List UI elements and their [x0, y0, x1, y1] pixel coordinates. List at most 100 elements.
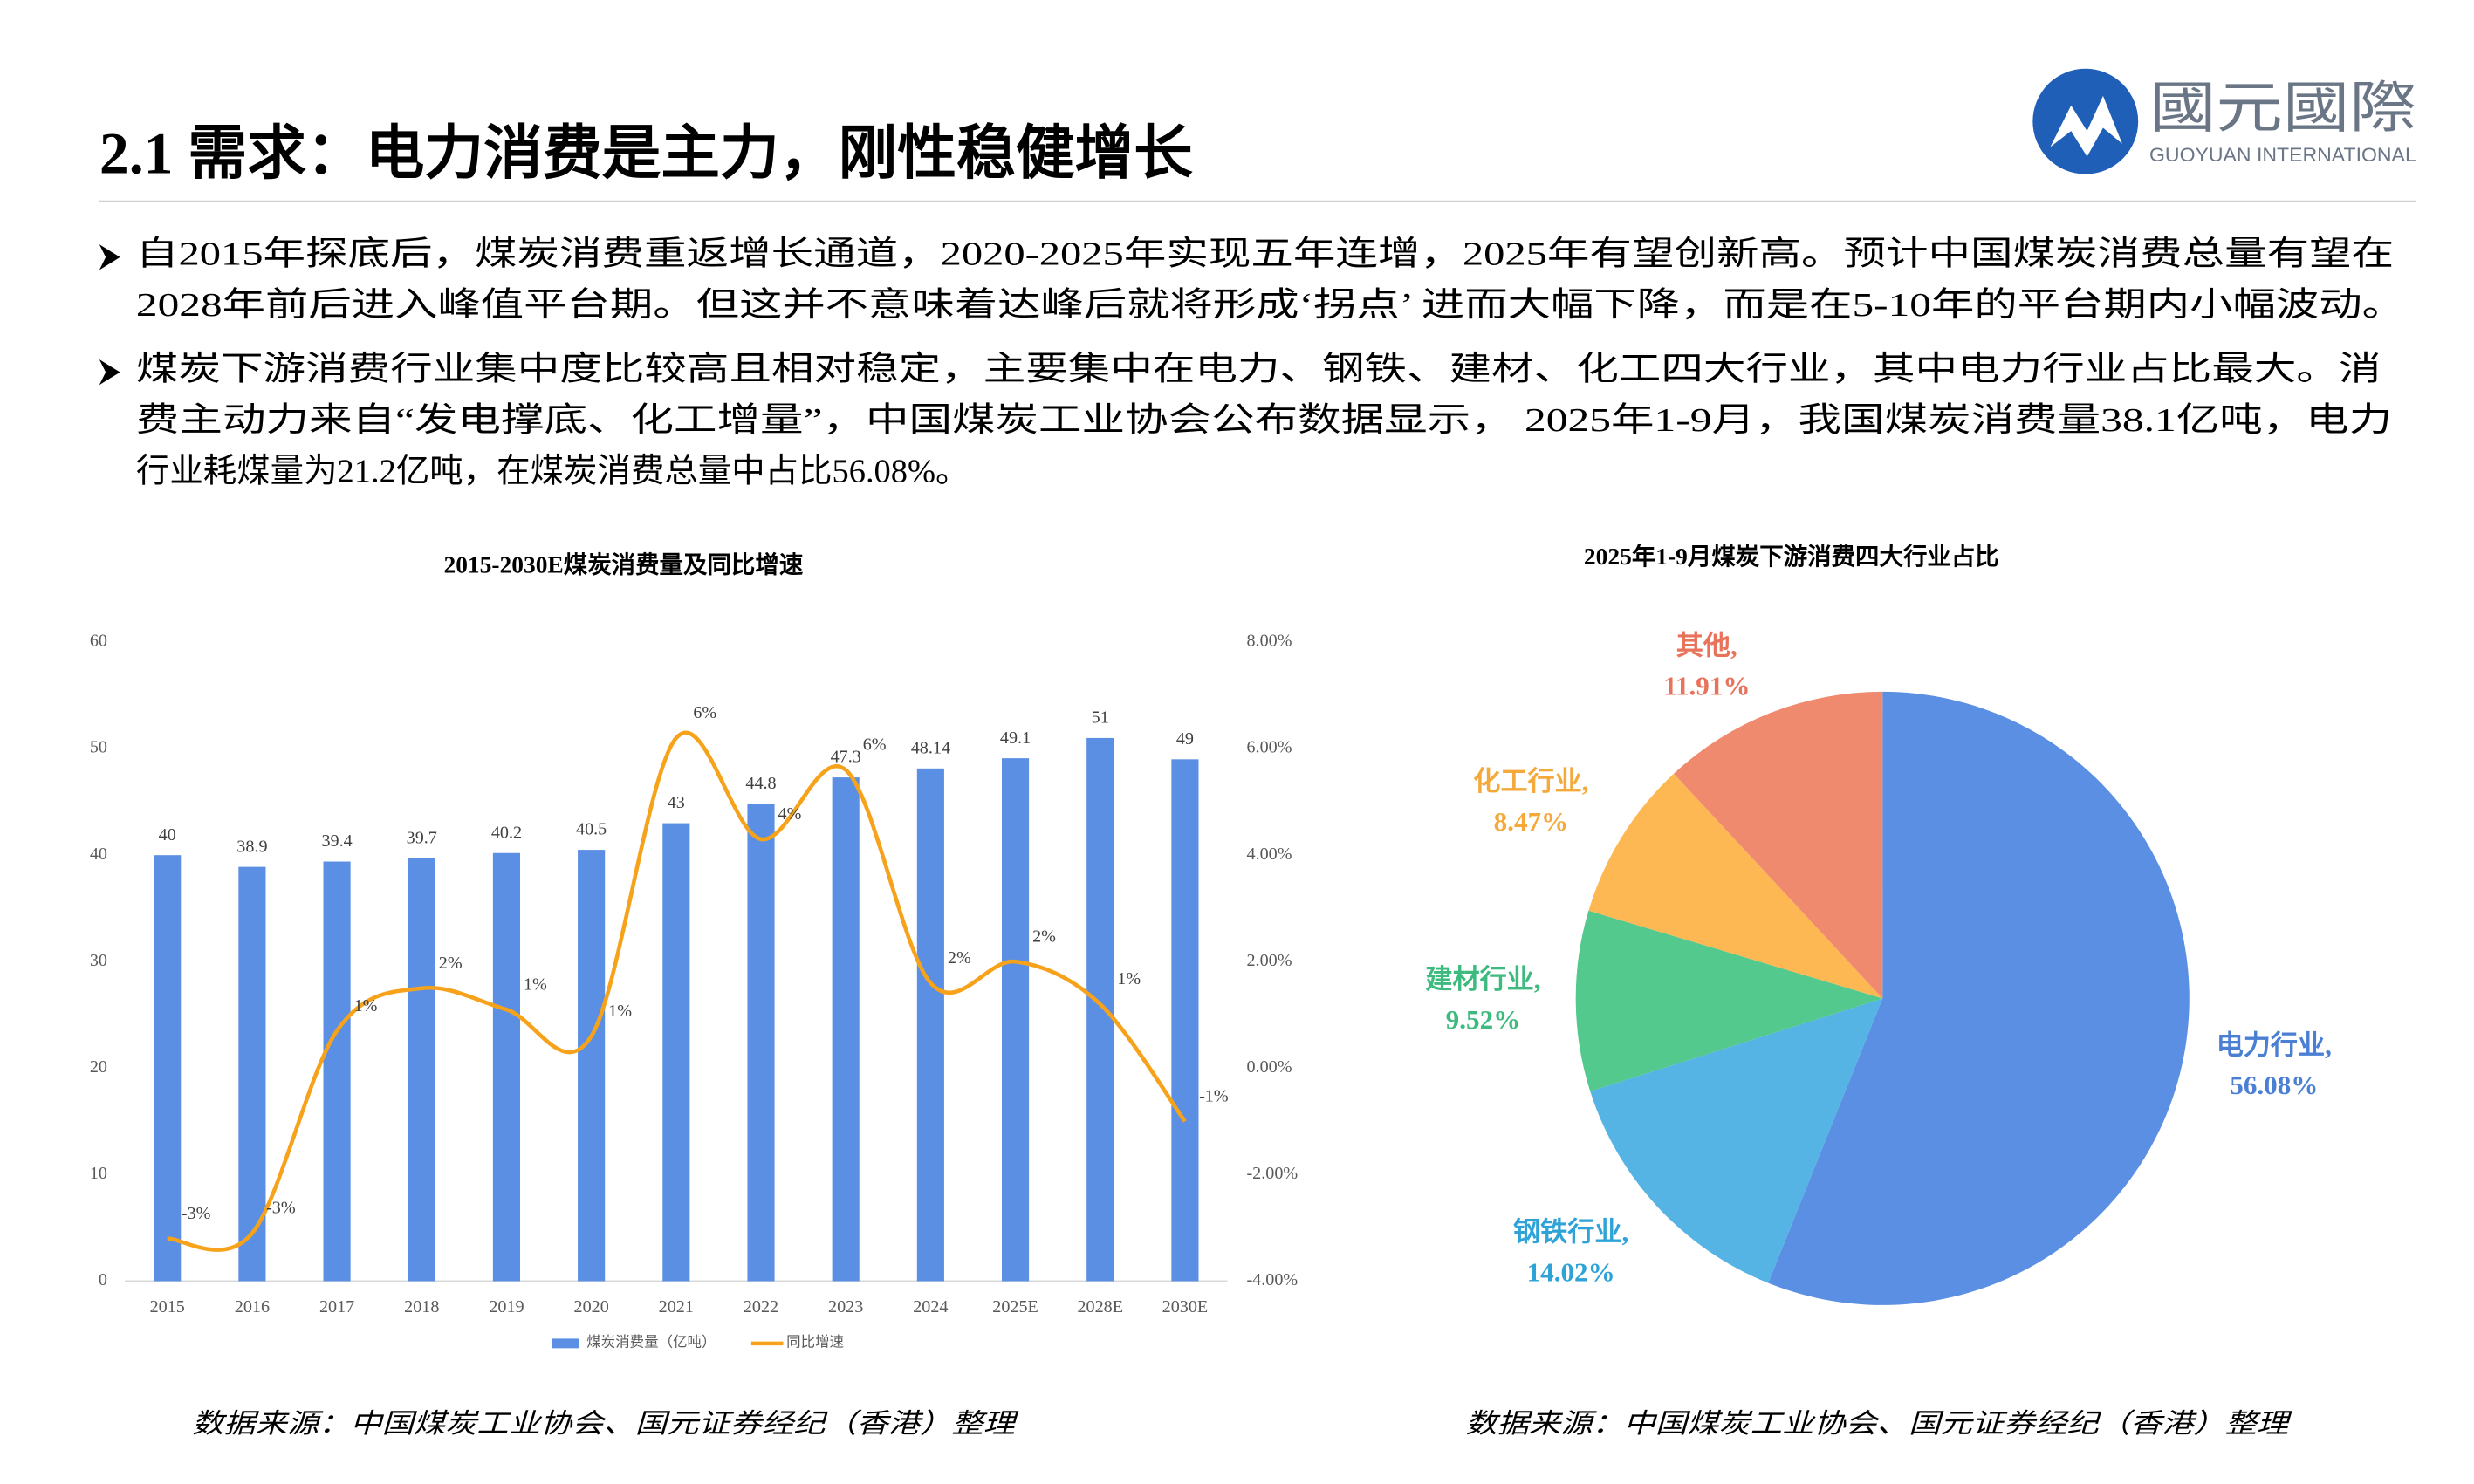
line-value-label: -1%	[1199, 1087, 1229, 1106]
y2-tick-label: 8.00%	[1246, 632, 1292, 651]
y-tick-label: 60	[90, 632, 107, 651]
bar	[747, 804, 775, 1282]
bullet-line: 煤炭下游消费行业集中度比较高且相对稳定，主要集中在电力、钢铁、建材、化工四大行业…	[136, 350, 2381, 387]
legend-label: 煤炭消费量（亿吨）	[586, 1334, 716, 1351]
line-value-label: 2%	[948, 948, 971, 968]
line-value-label: 2%	[439, 954, 463, 973]
bar	[408, 858, 435, 1282]
legend-label: 同比增速	[786, 1334, 844, 1351]
pie-value-label: 9.52%	[1446, 1004, 1521, 1035]
bar-value-label: 39.4	[321, 831, 352, 851]
pie-label: 化工行业,	[1473, 766, 1588, 797]
bar	[662, 823, 690, 1282]
bar	[916, 768, 944, 1282]
x-tick-label: 2016	[235, 1297, 270, 1316]
x-tick-label: 2015	[150, 1297, 185, 1316]
bar-value-label: 49	[1176, 729, 1194, 749]
x-tick-label: 2022	[744, 1297, 778, 1316]
bar	[1086, 737, 1114, 1282]
y2-tick-label: 0.00%	[1246, 1057, 1292, 1077]
bar-value-label: 44.8	[745, 774, 776, 793]
pie-label: 其他,	[1676, 631, 1737, 661]
chart-title: 2015-2030E煤炭消费量及同比增速	[443, 551, 803, 578]
x-tick-label: 2017	[319, 1297, 354, 1316]
x-tick-label: 2020	[574, 1297, 609, 1316]
x-tick-label: 2018	[404, 1297, 439, 1316]
line-value-label: 1%	[608, 1002, 632, 1021]
line-value-label: 6%	[863, 735, 887, 755]
pie-label: 钢铁行业,	[1513, 1217, 1628, 1248]
bar	[154, 855, 182, 1282]
line-value-label: -3%	[266, 1199, 296, 1218]
y2-tick-label: -4.00%	[1246, 1270, 1298, 1289]
y2-tick-label: 6.00%	[1246, 738, 1292, 757]
pie-slice	[1588, 773, 1883, 999]
pie-slice	[1674, 691, 1883, 999]
bullet-line: 费主动力来自“发电撑底、化工增量”，中国煤炭工业协会公布数据显示， 2025年1…	[136, 401, 2392, 439]
bar-value-label: 40	[159, 825, 176, 845]
pie-value-label: 8.47%	[1494, 806, 1569, 837]
bar-value-label: 40.5	[576, 820, 607, 839]
pie-slice	[1768, 691, 2190, 1305]
x-tick-label: 2028E	[1077, 1297, 1123, 1316]
y-tick-label: 50	[90, 738, 107, 757]
pie-slice	[1590, 998, 1883, 1283]
bar-value-label: 51	[1092, 708, 1109, 728]
bullet-marker	[99, 244, 120, 270]
y2-tick-label: 4.00%	[1246, 845, 1292, 864]
chart-title: 2025年1-9月煤炭下游消费四大行业占比	[1584, 543, 1999, 570]
line	[167, 730, 1187, 1252]
x-tick-label: 2025E	[992, 1297, 1038, 1316]
source-note: 数据来源：中国煤炭工业协会、国元证券经纪（香港）整理	[1465, 1408, 2292, 1439]
bar-value-label: 47.3	[831, 748, 861, 767]
pie-value-label: 56.08%	[2230, 1070, 2318, 1100]
bar	[832, 777, 860, 1282]
x-tick-label: 2024	[913, 1297, 948, 1316]
bar	[1001, 758, 1030, 1282]
x-tick-label: 2021	[659, 1297, 694, 1316]
line-value-label: -3%	[182, 1204, 211, 1223]
bar-value-label: 40.2	[491, 823, 522, 842]
x-tick-label: 2030E	[1162, 1297, 1209, 1316]
bar-value-label: 48.14	[911, 738, 950, 757]
pie-value-label: 11.91%	[1663, 670, 1750, 701]
line-value-label: 1%	[524, 975, 547, 994]
legend-swatch	[552, 1338, 579, 1349]
bullet-marker	[99, 359, 120, 386]
x-tick-label: 2023	[828, 1297, 863, 1316]
bar-value-label: 38.9	[236, 837, 267, 856]
bar-value-label: 43	[668, 793, 685, 812]
y2-tick-label: 2.00%	[1246, 951, 1292, 970]
slide-title: 2.1 需求：电力消费是主力，刚性稳健增长	[99, 121, 1193, 187]
x-tick-label: 2019	[489, 1297, 524, 1316]
pie-label: 建材行业,	[1425, 964, 1540, 995]
logo: 國元國際 GUOYUAN INTERNATIONAL	[2032, 68, 2416, 174]
bullet-line: 行业耗煤量为21.2亿吨，在煤炭消费总量中占比56.08%。	[136, 453, 970, 490]
bar	[578, 850, 606, 1282]
y-tick-label: 0	[99, 1270, 107, 1289]
pie-slice	[1575, 910, 1883, 1091]
y2-tick-label: -2.00%	[1246, 1164, 1298, 1183]
y-tick-label: 30	[90, 951, 107, 970]
bullet-line: 2028年前后进入峰值平台期。但这并不意味着达峰后就将形成‘拐点’ 进而大幅下降…	[136, 286, 2405, 324]
line-value-label: 2%	[1032, 927, 1056, 946]
y-tick-label: 20	[90, 1057, 107, 1077]
bar	[1171, 759, 1199, 1282]
bar	[323, 861, 351, 1282]
line-value-label: 1%	[1117, 969, 1141, 988]
logo-subtext: GUOYUAN INTERNATIONAL	[2149, 144, 2416, 166]
logo-mark	[2032, 68, 2139, 174]
bullet-line: 自2015年探底后，煤炭消费重返增长通道，2020-2025年实现五年连增，20…	[136, 236, 2394, 273]
bar	[492, 852, 521, 1282]
y-tick-label: 10	[90, 1164, 107, 1183]
bar-value-label: 49.1	[1000, 728, 1031, 748]
bar	[238, 866, 266, 1282]
source-note: 数据来源：中国煤炭工业协会、国元证券经纪（香港）整理	[192, 1408, 1019, 1439]
pie-value-label: 14.02%	[1527, 1256, 1615, 1287]
bar-value-label: 39.7	[407, 829, 437, 848]
logo-text: 國元國際	[2149, 77, 2416, 141]
line-value-label: 4%	[778, 804, 802, 824]
